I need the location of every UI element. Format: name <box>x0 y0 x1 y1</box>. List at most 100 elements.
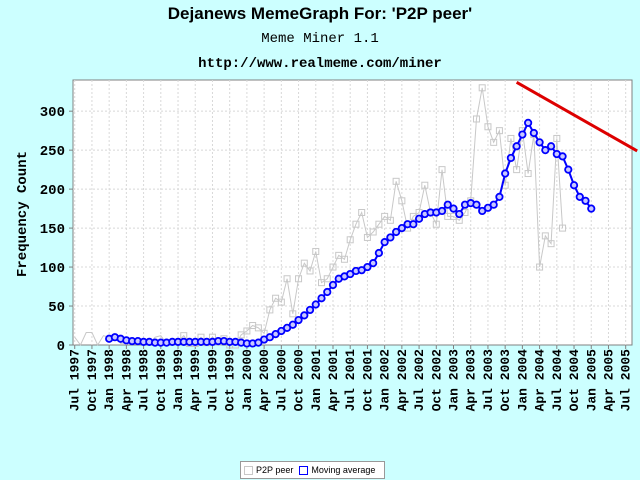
x-axis: Jul 1997 Oct 1997 Jan 1998 Apr 1998 Jul 1998… <box>68 345 634 411</box>
x-tick-label: Apr 2005 <box>601 349 616 412</box>
series-p2p-peer-point <box>507 134 515 142</box>
series-p2p-peer-point <box>346 236 354 244</box>
series-p2p-peer-point <box>335 251 343 259</box>
series-moving-average-point <box>305 305 315 315</box>
legend-label-p2p-peer: P2P peer <box>256 465 294 475</box>
series-moving-average-point <box>518 130 527 139</box>
series-moving-average-point <box>575 192 584 202</box>
series-p2p-peer-point <box>541 232 549 240</box>
x-tick-label: Oct 1997 <box>85 349 100 411</box>
x-tick-label: Jul 2003 <box>481 349 496 412</box>
series-p2p-peer-point <box>254 324 262 332</box>
series-moving-average-point <box>495 192 504 202</box>
x-tick-label: Oct 2004 <box>567 349 582 412</box>
series-p2p-peer-point <box>272 294 280 302</box>
series-moving-average-point <box>328 280 338 290</box>
y-tick-label: 50 <box>48 300 65 316</box>
chart-title: Dejanews MemeGraph For: 'P2P peer' <box>167 4 473 23</box>
series-p2p-peer-point <box>438 166 446 174</box>
series-p2p-peer-point <box>398 197 406 205</box>
series-moving-average-point <box>294 315 303 325</box>
series-p2p-peer-line <box>74 87 564 347</box>
series-p2p-peer-point <box>375 220 383 228</box>
series-moving-average-point <box>300 311 309 320</box>
series-moving-average-point <box>414 214 424 223</box>
series-moving-average-point <box>546 142 556 151</box>
x-tick-label: Apr 2003 <box>464 349 479 412</box>
series-moving-average-point <box>512 142 521 151</box>
series-moving-average-point <box>541 146 550 155</box>
y-tick-label: 150 <box>40 222 65 238</box>
x-tick-label: Apr 1998 <box>119 349 134 412</box>
series-p2p-peer-point <box>312 247 320 255</box>
series-moving-average-point <box>443 200 452 209</box>
series-moving-average-point <box>449 204 458 213</box>
x-tick-label: Oct 2001 <box>360 349 375 412</box>
x-tick-label: Jul 2000 <box>274 349 289 412</box>
series-p2p-peer-point <box>547 240 555 248</box>
x-tick-label: Jan 2003 <box>447 349 462 412</box>
series-p2p-peer-point <box>289 310 297 318</box>
series-p2p-peer-point <box>352 220 360 228</box>
series-moving-average-point <box>501 169 510 178</box>
series-p2p-peer-point <box>478 84 486 92</box>
series-moving-average-point <box>437 206 447 216</box>
x-tick-label: Oct 1998 <box>154 349 169 412</box>
series-p2p-peer-point <box>513 166 521 174</box>
legend-item-p2p-peer: P2P peer <box>244 465 293 475</box>
y-axis-label: Frequency Count <box>15 151 31 277</box>
series-p2p-peer-point <box>484 123 492 131</box>
series-moving-average-point <box>455 209 464 219</box>
plot-area <box>72 79 633 346</box>
y-axis: 0 50 100 150 200 250 300 <box>40 105 73 355</box>
series-moving-average-point <box>369 259 378 268</box>
series-p2p-peer-point <box>472 115 480 123</box>
x-tick-label: Jan 2000 <box>240 349 255 412</box>
series-p2p-peer-point <box>300 259 308 267</box>
series-p2p-peer-point <box>340 255 348 263</box>
series-moving-average-point <box>392 227 401 237</box>
series-p2p-peer-point <box>369 228 377 236</box>
x-tick-label: Jul 1999 <box>205 349 220 412</box>
legend-swatch-moving-average <box>299 465 309 475</box>
series-moving-average-point <box>564 165 573 174</box>
series-p2p-peer-point <box>392 177 400 185</box>
series-moving-average-point <box>386 233 395 242</box>
series-moving-average-point <box>380 238 389 247</box>
series-p2p-peer-point <box>421 181 429 189</box>
series-moving-average-point <box>558 152 567 161</box>
y-tick-label: 300 <box>40 105 65 121</box>
y-tick-label: 200 <box>40 183 65 199</box>
x-tick-label: Oct 2000 <box>292 349 307 412</box>
x-tick-label: Oct 2003 <box>498 349 513 412</box>
series-p2p-peer-point <box>559 224 567 232</box>
x-tick-label: Jul 2004 <box>550 349 565 412</box>
x-tick-label: Jan 2004 <box>515 349 530 412</box>
x-tick-label: Jul 2005 <box>619 349 634 412</box>
legend-swatch-p2p-peer <box>244 465 253 475</box>
series-moving-average-point <box>363 262 372 272</box>
series-moving-average-point <box>489 200 498 209</box>
series-p2p-peer-point <box>432 220 440 228</box>
y-tick-label: 100 <box>40 261 65 277</box>
series-moving-average-point <box>311 300 320 309</box>
series-moving-average-point <box>472 200 481 209</box>
series-moving-average-point <box>587 204 596 213</box>
y-tick-label: 250 <box>40 144 65 160</box>
series-p2p-peer-point <box>243 327 251 335</box>
series-p2p-peer-point <box>358 209 366 216</box>
series-p2p-peer-point <box>283 275 291 283</box>
series-p2p-peer-point <box>295 275 303 283</box>
legend: P2P peer Moving average <box>240 461 386 479</box>
series-p2p-peer-point <box>329 263 337 271</box>
chart-subtitle: Meme Miner 1.1 <box>261 31 379 47</box>
series-p2p-peer-point <box>318 279 326 287</box>
series-p2p-peer-point <box>524 170 532 178</box>
series-p2p-peer-point <box>363 233 371 241</box>
series-p2p-peer-point <box>553 134 561 142</box>
series-moving-average-point <box>529 128 538 138</box>
series-moving-average-point <box>581 196 590 205</box>
x-tick-label: Jan 1999 <box>171 349 186 412</box>
x-tick-label: Jan 1998 <box>102 349 117 412</box>
series-p2p-peer-point <box>277 298 285 306</box>
